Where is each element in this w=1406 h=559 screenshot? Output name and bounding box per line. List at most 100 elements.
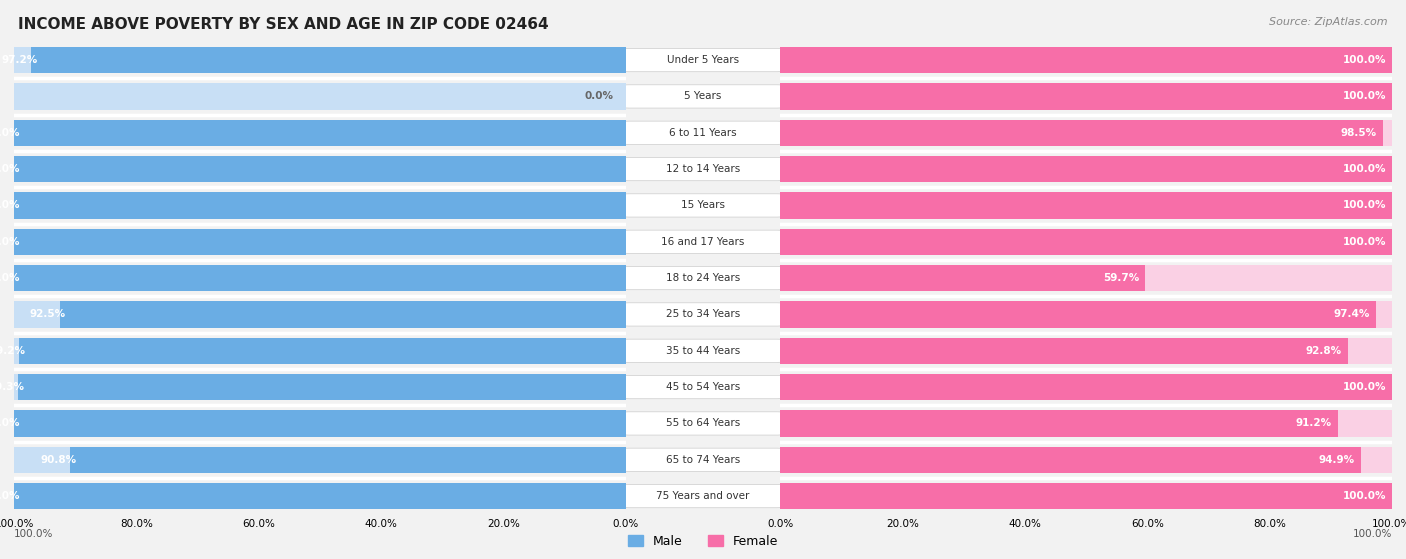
Text: 16 and 17 Years: 16 and 17 Years: [661, 237, 745, 247]
Text: 98.5%: 98.5%: [1340, 128, 1376, 138]
Bar: [14, 483, 626, 509]
Bar: [780, 338, 1392, 364]
Bar: [780, 265, 1146, 291]
Bar: [780, 447, 1361, 473]
Text: 15 Years: 15 Years: [681, 201, 725, 210]
Bar: [780, 156, 1392, 182]
Text: 99.2%: 99.2%: [0, 346, 25, 356]
Bar: [18, 374, 626, 400]
FancyBboxPatch shape: [623, 339, 783, 362]
Text: 91.2%: 91.2%: [1296, 419, 1331, 428]
Bar: [14, 265, 626, 291]
Bar: [780, 83, 1392, 110]
Text: 100.0%: 100.0%: [0, 491, 20, 501]
Text: 75 Years and over: 75 Years and over: [657, 491, 749, 501]
Text: 100.0%: 100.0%: [1353, 529, 1392, 539]
Bar: [780, 410, 1392, 437]
Text: 100.0%: 100.0%: [1343, 382, 1386, 392]
Text: 65 to 74 Years: 65 to 74 Years: [666, 455, 740, 465]
Text: 92.5%: 92.5%: [30, 310, 66, 319]
Text: 100.0%: 100.0%: [1343, 491, 1386, 501]
Text: 100.0%: 100.0%: [1343, 92, 1386, 101]
Text: INCOME ABOVE POVERTY BY SEX AND AGE IN ZIP CODE 02464: INCOME ABOVE POVERTY BY SEX AND AGE IN Z…: [18, 17, 548, 32]
Bar: [780, 447, 1392, 473]
Text: 90.8%: 90.8%: [41, 455, 76, 465]
Bar: [780, 229, 1392, 255]
FancyBboxPatch shape: [623, 303, 783, 326]
Bar: [780, 374, 1392, 400]
Text: 97.4%: 97.4%: [1333, 310, 1369, 319]
Bar: [14, 301, 626, 328]
Text: Source: ZipAtlas.com: Source: ZipAtlas.com: [1270, 17, 1388, 27]
Bar: [780, 374, 1392, 400]
FancyBboxPatch shape: [623, 376, 783, 399]
FancyBboxPatch shape: [623, 85, 783, 108]
Bar: [14, 47, 626, 73]
Text: 45 to 54 Years: 45 to 54 Years: [666, 382, 740, 392]
Text: 100.0%: 100.0%: [0, 164, 20, 174]
Text: 59.7%: 59.7%: [1104, 273, 1139, 283]
Bar: [14, 120, 626, 146]
FancyBboxPatch shape: [623, 412, 783, 435]
Bar: [780, 410, 1339, 437]
Bar: [780, 338, 1348, 364]
Text: 100.0%: 100.0%: [1343, 55, 1386, 65]
Bar: [14, 410, 626, 437]
Text: 97.2%: 97.2%: [1, 55, 38, 65]
Bar: [780, 156, 1392, 182]
Bar: [31, 47, 626, 73]
Bar: [780, 265, 1392, 291]
Bar: [14, 447, 626, 473]
Text: 99.3%: 99.3%: [0, 382, 24, 392]
Text: 55 to 64 Years: 55 to 64 Years: [666, 419, 740, 428]
Text: 12 to 14 Years: 12 to 14 Years: [666, 164, 740, 174]
Bar: [18, 338, 626, 364]
Text: 92.8%: 92.8%: [1306, 346, 1341, 356]
Bar: [780, 120, 1382, 146]
FancyBboxPatch shape: [623, 448, 783, 471]
FancyBboxPatch shape: [623, 485, 783, 508]
Text: 100.0%: 100.0%: [0, 128, 20, 138]
Bar: [780, 229, 1392, 255]
Bar: [780, 83, 1392, 110]
Text: 94.9%: 94.9%: [1319, 455, 1354, 465]
Text: 100.0%: 100.0%: [0, 237, 20, 247]
Bar: [780, 120, 1392, 146]
Bar: [14, 229, 626, 255]
Text: 5 Years: 5 Years: [685, 92, 721, 101]
Bar: [780, 192, 1392, 219]
Bar: [14, 120, 626, 146]
Bar: [60, 301, 626, 328]
Text: 100.0%: 100.0%: [1343, 201, 1386, 210]
Bar: [14, 192, 626, 219]
FancyBboxPatch shape: [623, 194, 783, 217]
Text: 18 to 24 Years: 18 to 24 Years: [666, 273, 740, 283]
Bar: [70, 447, 626, 473]
Bar: [14, 410, 626, 437]
Bar: [14, 338, 626, 364]
Text: 100.0%: 100.0%: [1343, 164, 1386, 174]
Bar: [780, 47, 1392, 73]
Bar: [14, 156, 626, 182]
FancyBboxPatch shape: [623, 49, 783, 72]
Text: 0.0%: 0.0%: [585, 92, 613, 101]
Text: 100.0%: 100.0%: [14, 529, 53, 539]
Bar: [780, 483, 1392, 509]
Bar: [14, 156, 626, 182]
FancyBboxPatch shape: [623, 158, 783, 181]
Bar: [14, 483, 626, 509]
Text: 35 to 44 Years: 35 to 44 Years: [666, 346, 740, 356]
Text: 100.0%: 100.0%: [0, 419, 20, 428]
Bar: [780, 301, 1392, 328]
Bar: [14, 265, 626, 291]
FancyBboxPatch shape: [623, 121, 783, 144]
FancyBboxPatch shape: [623, 230, 783, 253]
Bar: [780, 192, 1392, 219]
Text: 6 to 11 Years: 6 to 11 Years: [669, 128, 737, 138]
Bar: [14, 83, 626, 110]
Bar: [780, 483, 1392, 509]
Bar: [14, 374, 626, 400]
Legend: Male, Female: Male, Female: [623, 530, 783, 553]
FancyBboxPatch shape: [623, 267, 783, 290]
Text: 100.0%: 100.0%: [1343, 237, 1386, 247]
